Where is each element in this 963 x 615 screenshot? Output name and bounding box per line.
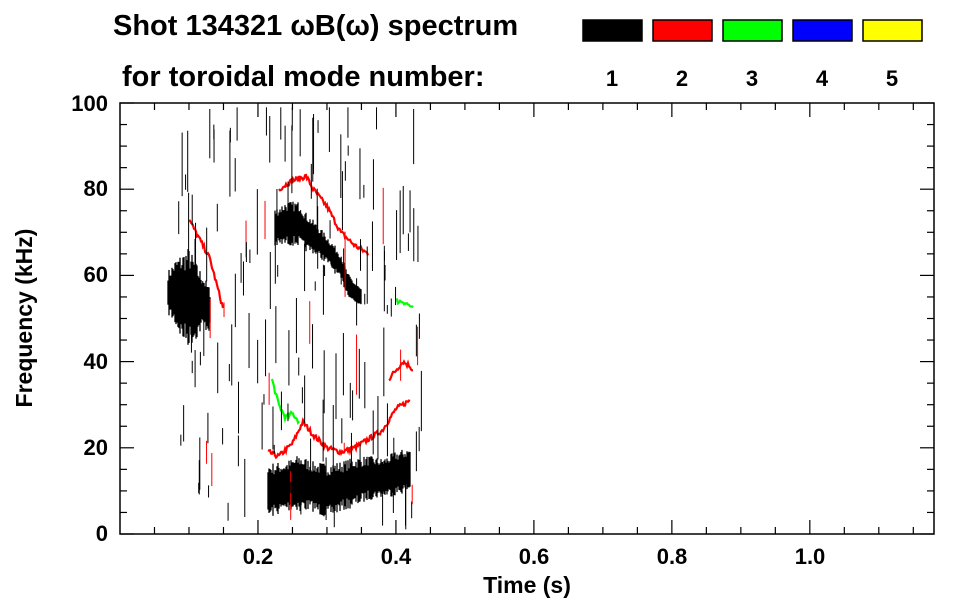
y-axis-label: Frequency (kHz)	[11, 229, 37, 408]
legend-swatch-4	[792, 19, 853, 42]
spectrum-marks	[167, 107, 422, 530]
legend-swatch-1	[582, 19, 643, 42]
legend-label-2: 2	[676, 66, 688, 91]
series-n-2-arc	[267, 399, 411, 460]
broadband-streaks	[178, 107, 422, 530]
y-tick-label-20: 20	[84, 435, 108, 460]
legend-swatch-5	[862, 19, 923, 42]
mode-trace	[267, 399, 411, 460]
series-n-2-early	[188, 219, 225, 309]
legend-label-4: 4	[816, 66, 829, 91]
axis-ticks	[120, 102, 934, 535]
series-n-1-chirping-mode	[274, 201, 362, 305]
chart-title: Shot 134321 ωB(ω) spectrum	[113, 10, 518, 42]
legend-label-3: 3	[746, 66, 758, 91]
legend-label-5: 5	[886, 66, 898, 91]
y-tick-label-60: 60	[84, 262, 108, 287]
y-tick-label-100: 100	[71, 91, 108, 116]
legend-swatch-3	[722, 19, 783, 42]
x-tick-label-0.6: 0.6	[519, 544, 550, 569]
legend-swatch-2	[652, 19, 713, 42]
x-tick-label-1.0: 1.0	[795, 544, 826, 569]
y-tick-label-40: 40	[84, 349, 108, 374]
plot-frame	[119, 102, 935, 535]
x-tick-label-0.8: 0.8	[657, 544, 688, 569]
x-axis-label: Time (s)	[483, 572, 571, 598]
mode-trace	[188, 219, 225, 309]
mode-trace	[395, 298, 414, 309]
legend-label-1: 1	[606, 66, 618, 91]
series-n-3-late	[395, 298, 414, 309]
x-tick-label-0.4: 0.4	[381, 544, 412, 569]
y-tick-label-80: 80	[84, 176, 108, 201]
mode-trace	[278, 173, 370, 256]
series-n-2-upper-chirp	[278, 173, 370, 256]
chart-subtitle: for toroidal mode number:	[122, 61, 485, 93]
x-tick-label-0.2: 0.2	[243, 544, 274, 569]
mode-trace	[270, 378, 300, 426]
series-n-3-traces	[270, 378, 300, 426]
legend: 1 2 3 4 5	[582, 19, 923, 91]
y-tick-label-0: 0	[96, 521, 108, 546]
series-n-1-low-frequency-band	[267, 449, 411, 517]
